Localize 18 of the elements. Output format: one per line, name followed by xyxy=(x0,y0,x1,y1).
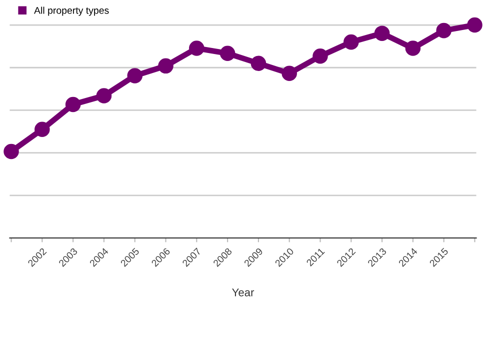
point xyxy=(467,17,482,33)
point xyxy=(4,144,19,160)
point xyxy=(127,68,142,84)
point xyxy=(374,26,390,41)
point xyxy=(405,40,421,56)
point xyxy=(34,122,50,138)
point xyxy=(220,46,236,61)
point xyxy=(312,48,328,64)
point xyxy=(282,66,297,82)
point xyxy=(250,56,266,71)
point xyxy=(344,34,359,50)
point xyxy=(189,40,204,56)
point xyxy=(436,22,452,38)
legend-label: All property types xyxy=(34,6,109,16)
point xyxy=(158,58,174,74)
point xyxy=(65,96,81,112)
x-axis-title: Year xyxy=(232,288,254,296)
point xyxy=(96,88,112,104)
